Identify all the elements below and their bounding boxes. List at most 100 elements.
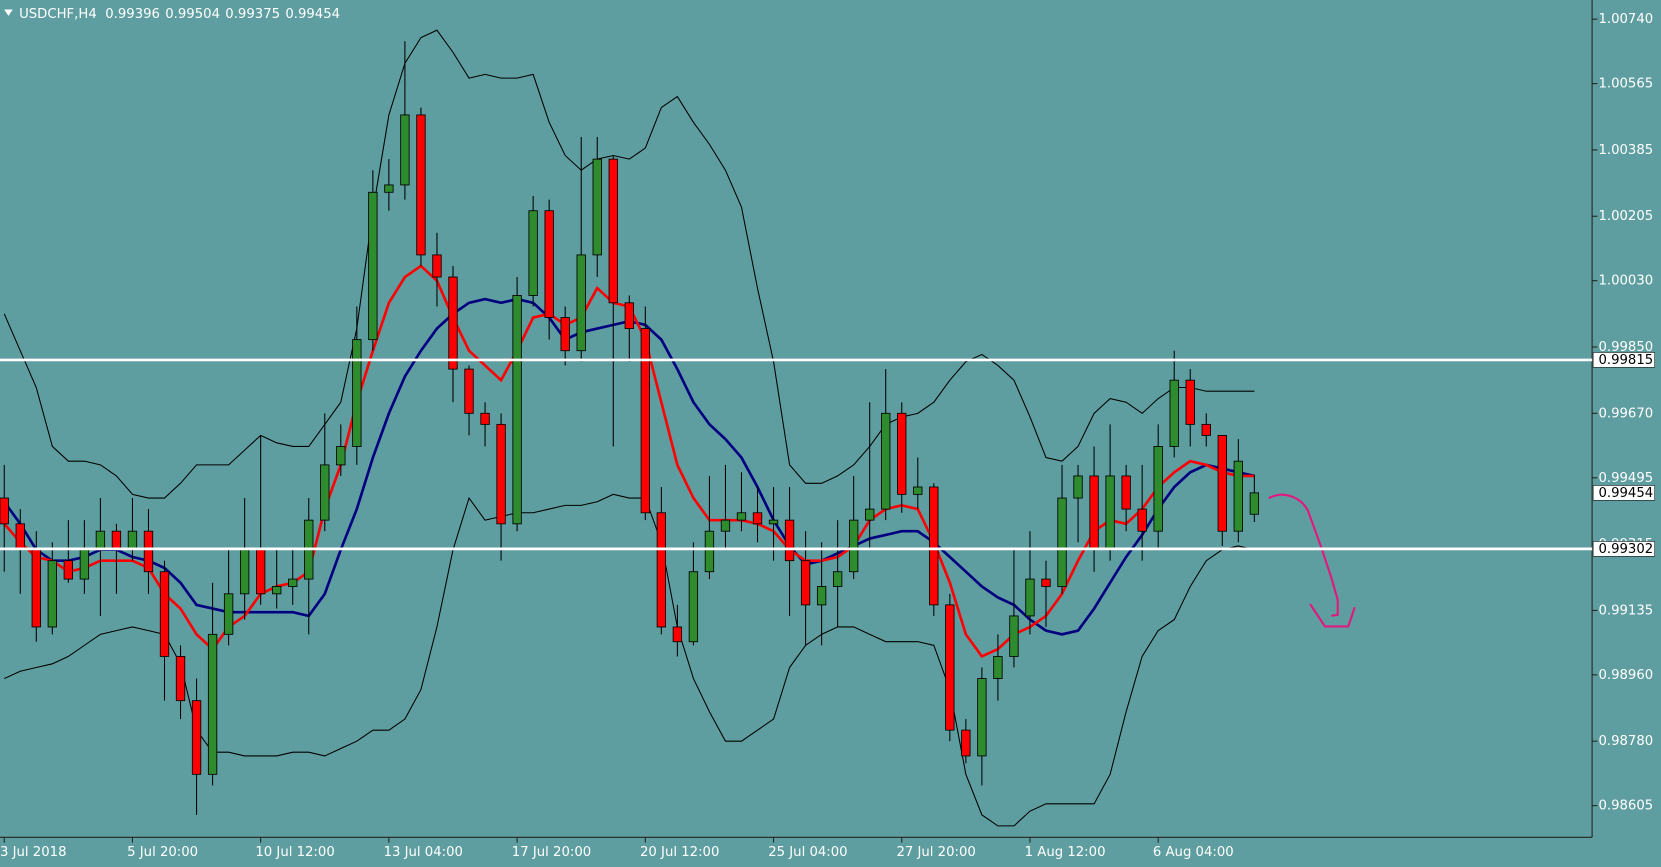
header-open: 0.99396 [105,7,160,22]
y-tick-label: 0.98605 [1598,799,1653,814]
menu-triangle[interactable] [4,9,13,16]
drawn-arrow-head [1309,603,1356,628]
candle-body [528,210,538,296]
candle-body [849,519,859,573]
candle-body [816,586,827,606]
candle-body [752,512,763,525]
candle-body [1105,475,1115,551]
indicator-line [3,29,1255,499]
hline-label-box [1592,541,1655,557]
candle-body [993,656,1003,679]
candle-body [368,191,378,341]
candle-body [1249,492,1260,515]
candle-body [416,114,426,256]
candle-body [512,295,522,525]
candle-body [800,560,811,606]
y-tick-label: 0.99495 [1598,471,1653,486]
candle-body [784,519,795,562]
candle-body [111,530,122,551]
x-tick-label: 10 Jul 12:00 [255,845,334,860]
x-tick-label: 1 Aug 12:00 [1025,845,1106,860]
candle-body [913,486,923,495]
candle-body [448,276,458,370]
candle-body [560,317,570,352]
y-tick-label: 1.00565 [1598,77,1653,92]
hline-label-box [1592,352,1655,368]
candle-body [95,530,106,551]
x-tick-label: 13 Jul 04:00 [384,845,463,860]
chart-title: USDCHF,H4 [19,7,97,22]
candle-body [47,560,57,628]
candle-body [0,497,9,525]
y-tick-label: 1.00385 [1598,143,1653,158]
candle-body [496,423,506,525]
candle-body [1057,497,1067,587]
candle-body [656,512,667,628]
candle-body [640,328,650,514]
candle-body [31,549,41,628]
hline-label: 0.99815 [1598,353,1653,368]
drawn-arrow [1268,493,1339,617]
y-tick-label: 1.00205 [1598,209,1653,224]
candle-body [1009,615,1019,657]
candle-body [1041,578,1051,587]
candle-body [865,508,875,521]
candle-body [15,523,25,551]
candle-body [592,158,602,256]
candle-body [961,729,971,757]
candle-body [384,184,394,193]
candle-body [544,210,554,318]
candle-body [897,412,907,495]
header-low: 0.99375 [225,7,280,22]
candle-body [945,604,955,731]
candle-body [336,446,346,466]
candle-body [1025,578,1035,617]
candle-body [608,158,618,304]
candle-body [400,114,410,186]
candle-body [79,549,90,580]
candle-body [881,412,891,510]
candle-body [576,254,586,352]
candle-body [832,571,843,587]
price-label: 0.99454 [1598,486,1653,501]
candle-body [1201,423,1211,436]
candle-body [929,486,939,606]
candle-body [736,512,747,521]
candle-body [1153,446,1163,532]
candle-body [480,412,490,425]
y-tick-label: 0.99850 [1598,340,1653,355]
x-tick-label: 20 Jul 12:00 [640,845,719,860]
candle-body [720,519,731,532]
y-tick-label: 1.00030 [1598,274,1653,289]
candle-body [624,302,634,330]
candle-body [1185,379,1195,425]
candle-body [1169,379,1179,447]
candle-body [175,656,186,702]
y-tick-label: 0.98780 [1598,734,1653,749]
x-tick-label: 25 Jul 04:00 [768,845,847,860]
x-tick-label: 17 Jul 20:00 [512,845,591,860]
candle-body [977,678,987,757]
candle-body [272,586,282,595]
candle-body [320,464,330,521]
candle-body [207,633,218,775]
candle-body [1073,475,1083,499]
candle-body [704,530,715,573]
candle-body [143,530,154,573]
candle-body [768,519,779,525]
candle-body [352,339,362,447]
candle-body [1217,434,1227,532]
x-tick-label: 27 Jul 20:00 [896,845,975,860]
x-tick-label: 6 Aug 04:00 [1153,845,1234,860]
candle-body [1233,460,1243,532]
candle-body [672,626,683,643]
candle-body [1089,475,1099,551]
plot-area [0,29,1260,827]
hline-label: 0.99302 [1598,542,1653,557]
x-tick-label: 3 Jul 2018 [0,845,66,860]
y-tick-label: 0.99670 [1598,406,1653,421]
chart-header: USDCHF,H4 0.99396 0.99504 0.99375 0.99454 [19,7,340,22]
